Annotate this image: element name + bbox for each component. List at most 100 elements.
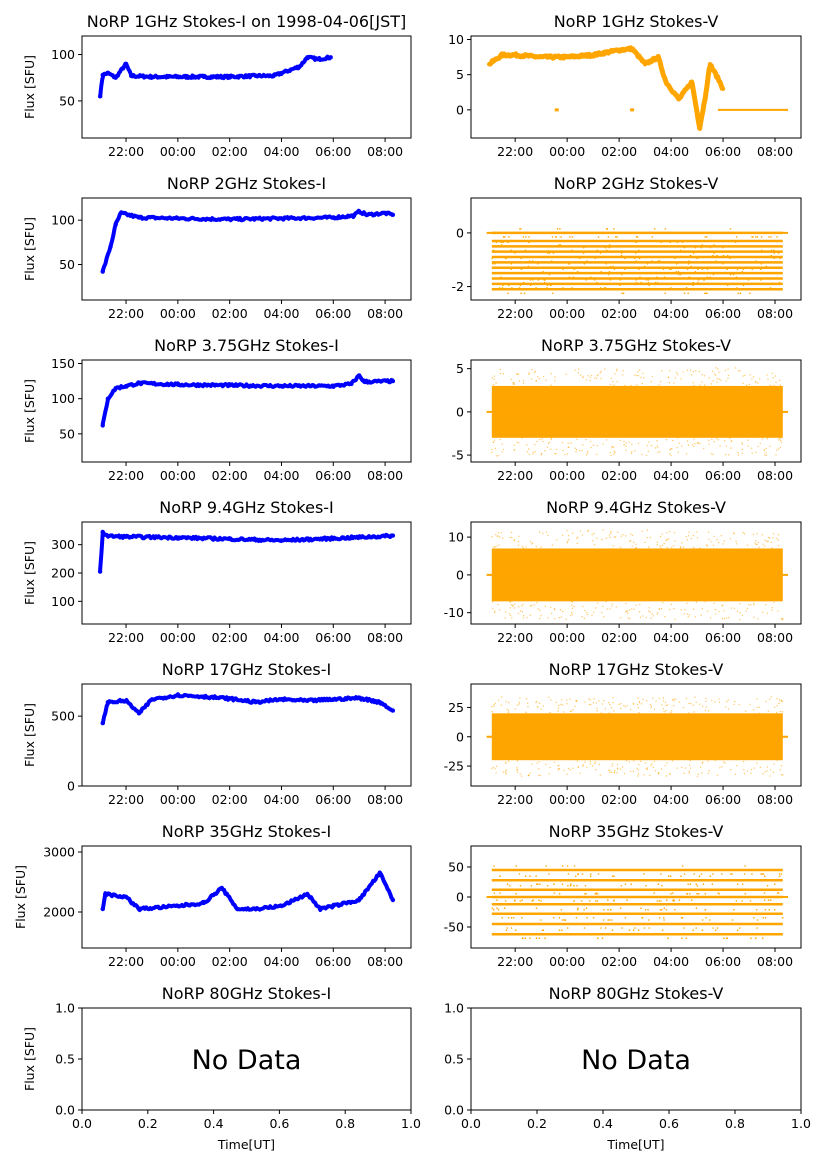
scatter-point	[507, 917, 510, 919]
scatter-point	[499, 438, 502, 441]
y-tick-label: -50	[444, 920, 464, 935]
scatter-point	[660, 547, 662, 549]
y-tick-label: 5	[456, 67, 464, 82]
scatter-point	[663, 542, 665, 545]
scatter-point	[618, 703, 620, 706]
scatter-point	[648, 284, 651, 287]
scatter-point	[694, 246, 697, 249]
scatter-point	[546, 885, 549, 887]
scatter-point	[693, 711, 695, 713]
scatter-point	[564, 453, 566, 456]
scatter-point	[502, 537, 504, 539]
scatter-point	[642, 615, 644, 617]
scatter-point	[577, 907, 579, 909]
scatter-point	[536, 706, 539, 708]
scatter-point	[575, 451, 577, 453]
scatter-point	[639, 616, 642, 618]
scatter-point	[506, 708, 508, 711]
y-tick-label: 100	[51, 47, 75, 62]
scatter-point	[626, 610, 628, 612]
scatter-point	[680, 378, 682, 380]
scatter-point	[569, 710, 572, 713]
data-marks	[100, 373, 396, 428]
scatter-point	[595, 900, 597, 902]
scatter-point	[757, 541, 760, 544]
scatter-point	[597, 937, 599, 939]
scatter-point	[667, 937, 669, 939]
scatter-point	[706, 268, 709, 270]
scatter-point	[774, 375, 777, 377]
scatter-point	[647, 281, 650, 284]
data-point	[720, 86, 726, 91]
scatter-point	[507, 292, 509, 295]
scatter-point	[773, 763, 775, 765]
scatter-point	[613, 446, 615, 448]
scatter-point	[527, 265, 530, 268]
scatter-point	[596, 710, 598, 712]
scatter-point	[493, 865, 495, 867]
scatter-point	[765, 454, 767, 457]
scatter-point	[688, 772, 691, 774]
scatter-point	[646, 768, 649, 771]
x-tick-label: 00:00	[160, 792, 196, 807]
scatter-point	[631, 534, 634, 536]
scatter-point	[600, 377, 602, 380]
scatter-point	[581, 615, 583, 618]
scatter-point	[705, 697, 707, 700]
x-tick-label: 0.0	[72, 1116, 92, 1131]
scatter-point	[612, 265, 614, 268]
data-point	[201, 694, 206, 699]
scatter-point	[578, 368, 580, 370]
scatter-point	[688, 260, 690, 262]
scatter-point	[779, 379, 781, 382]
scatter-point	[630, 533, 632, 535]
scatter-point	[575, 449, 578, 451]
scatter-point	[692, 608, 695, 610]
scatter-point	[600, 270, 603, 273]
scatter-point	[605, 537, 608, 539]
axes-frame	[81, 845, 412, 949]
scatter-point	[582, 765, 584, 767]
scatter-point	[777, 892, 780, 894]
series-line	[100, 870, 395, 913]
scatter-point	[609, 265, 612, 268]
data-point	[590, 52, 596, 58]
scatter-point	[643, 927, 646, 929]
x-tick-label: 06:00	[315, 630, 351, 645]
scatter-point	[763, 892, 766, 894]
scatter-point	[651, 613, 653, 615]
scatter-point	[720, 535, 723, 537]
scatter-point	[676, 373, 679, 376]
scatter-point	[661, 704, 663, 706]
scatter-point	[585, 893, 587, 895]
scatter-point	[670, 603, 673, 606]
scatter-point	[575, 699, 577, 702]
scatter-point	[545, 379, 547, 381]
scatter-point	[600, 927, 602, 929]
scatter-point	[610, 605, 613, 607]
scatter-point	[734, 367, 737, 369]
scatter-point	[725, 445, 728, 447]
scatter-point	[719, 445, 721, 447]
scatter-point	[721, 605, 723, 607]
scatter-point	[758, 706, 760, 708]
scatter-point	[510, 927, 513, 929]
panel-norp-1ghz-stokes-v: NoRP 1GHz Stokes-V22:00 00:00 02:00 04:00 06…	[448, 12, 802, 159]
scatter-point	[574, 447, 576, 449]
scatter-point	[561, 919, 564, 921]
scatter-point	[722, 254, 725, 257]
scatter-point	[589, 763, 592, 765]
x-tick-label: 08:00	[757, 792, 793, 807]
scatter-point	[638, 702, 641, 704]
x-tick-label: 22:00	[108, 468, 144, 483]
scatter-point	[627, 612, 629, 614]
scatter-point	[586, 452, 589, 454]
scatter-point	[705, 706, 707, 708]
scatter-point	[613, 771, 616, 774]
scatter-point	[575, 917, 578, 919]
x-tick-label: 02:00	[601, 306, 637, 321]
scatter-point	[607, 236, 610, 238]
scatter-point	[699, 766, 702, 768]
scatter-point	[507, 760, 510, 762]
scatter-point	[535, 545, 537, 548]
